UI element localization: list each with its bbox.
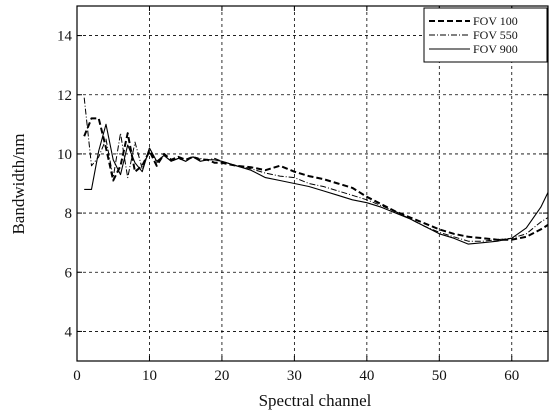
plot-frame — [76, 5, 549, 362]
y-tick-label: 14 — [57, 29, 73, 45]
y-tick-label: 8 — [65, 206, 73, 222]
legend: FOV 100 FOV 550 FOV 900 — [423, 7, 548, 63]
y-tick-label: 10 — [57, 147, 72, 163]
x-tick-label: 20 — [214, 368, 229, 384]
y-axis-label: Bandwidth/nm — [9, 133, 28, 234]
series-line-fov-100 — [83, 117, 549, 241]
x-tick-label: 10 — [142, 368, 157, 384]
y-tick-label: 4 — [65, 324, 73, 340]
grid — [77, 6, 548, 361]
x-tick-label: 0 — [73, 368, 81, 384]
series-line-fov-550 — [83, 97, 549, 242]
series-group — [83, 97, 549, 245]
legend-label-fov-550: FOV 550 — [473, 28, 518, 42]
legend-label-fov-900: FOV 900 — [473, 42, 518, 56]
x-tick-label: 30 — [287, 368, 302, 384]
tick-labels: 0 10 20 30 40 50 60 4 6 8 10 12 14 — [57, 29, 519, 384]
x-tick-label: 60 — [504, 368, 519, 384]
x-axis-label: Spectral channel — [259, 391, 372, 410]
legend-label-fov-100: FOV 100 — [473, 14, 518, 28]
legend-box — [423, 7, 548, 63]
y-tick-label: 12 — [57, 88, 72, 104]
axes — [76, 5, 549, 362]
y-tick-label: 6 — [65, 265, 73, 281]
x-tick-label: 50 — [432, 368, 447, 384]
x-tick-label: 40 — [359, 368, 374, 384]
series-line-fov-900 — [84, 123, 549, 245]
